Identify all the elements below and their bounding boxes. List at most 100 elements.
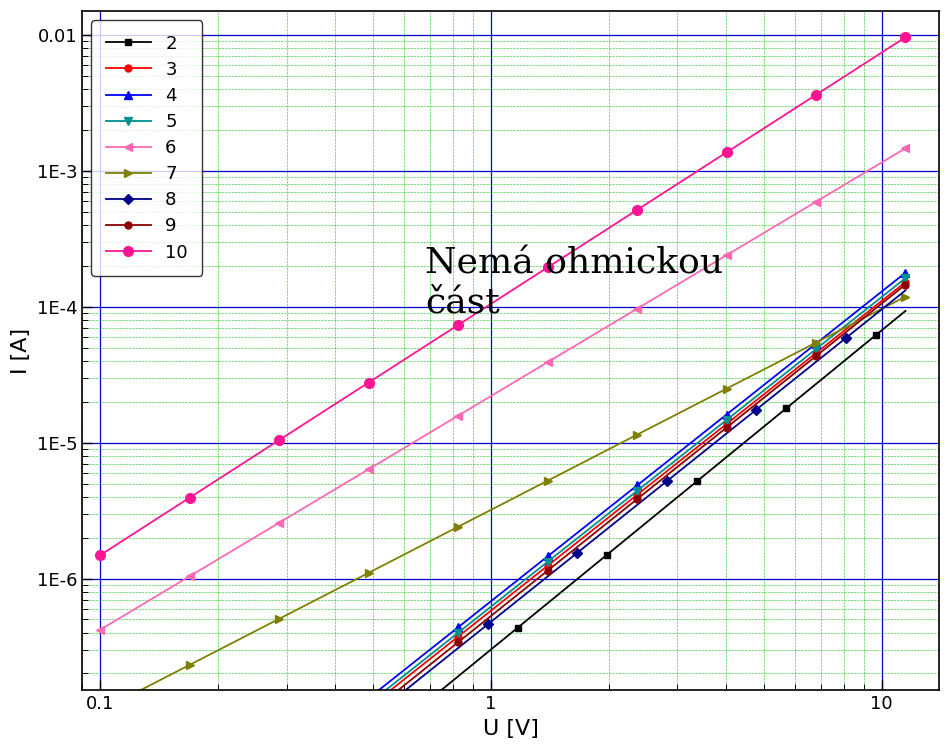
4 [363,694,374,703]
4 [452,622,464,632]
8 [632,500,643,509]
8 [900,286,911,295]
7 [94,706,105,716]
2 [721,452,732,461]
8 [542,572,553,581]
7 [721,384,732,393]
9 [900,280,911,289]
Line: 3: 3 [365,278,909,711]
4 [542,552,553,561]
7 [214,645,225,654]
6 [691,268,702,278]
7 [900,292,911,301]
8 [392,692,404,700]
7 [781,353,792,362]
2 [840,356,851,364]
8 [572,548,583,557]
6 [750,233,762,242]
2 [632,526,643,535]
5 [632,487,643,496]
Line: 2: 2 [425,308,909,704]
8 [452,644,464,652]
8 [781,381,792,390]
10 [274,436,285,445]
3 [661,466,673,476]
6 [94,626,105,634]
Y-axis label: I [A]: I [A] [11,328,31,374]
2 [601,550,613,559]
9 [542,566,553,575]
10 [303,416,314,425]
4 [870,292,882,301]
2 [452,672,464,681]
7 [512,491,523,500]
5 [661,463,673,472]
6 [483,394,494,403]
5 [810,344,822,353]
7 [452,522,464,531]
2 [691,477,702,486]
10 [423,340,434,349]
3 [691,443,702,452]
8 [840,334,851,343]
3 [363,704,374,712]
6 [601,322,613,331]
6 [243,536,255,545]
5 [363,699,374,708]
6 [542,358,553,367]
5 [840,321,851,330]
7 [870,308,882,316]
9 [452,638,464,646]
10 [781,110,792,118]
3 [512,585,523,594]
10 [750,129,762,138]
6 [900,144,911,153]
5 [781,368,792,377]
7 [572,461,583,470]
6 [333,483,345,492]
6 [840,179,851,188]
7 [601,446,613,454]
3 [483,608,494,617]
10 [632,206,643,214]
3 [542,561,553,570]
Text: Nemá ohmickou
část: Nemá ohmickou část [425,246,723,320]
2 [750,428,762,437]
7 [243,630,255,639]
7 [124,692,136,700]
7 [363,568,374,578]
10 [810,90,822,99]
7 [303,599,314,608]
5 [512,581,523,590]
2 [483,647,494,656]
7 [184,661,196,670]
6 [810,197,822,206]
Line: 5: 5 [365,274,910,708]
9 [512,590,523,599]
4 [721,410,732,419]
7 [750,369,762,378]
6 [214,554,225,563]
9 [392,686,404,694]
9 [840,328,851,337]
4 [572,528,583,537]
5 [483,604,494,613]
9 [721,423,732,432]
4 [392,670,404,680]
3 [452,632,464,641]
6 [363,465,374,474]
6 [184,572,196,580]
6 [423,429,434,438]
2 [870,331,882,340]
4 [661,458,673,466]
7 [661,415,673,424]
4 [840,316,851,325]
10 [392,359,404,368]
7 [392,553,404,562]
5 [900,274,911,283]
8 [721,429,732,438]
3 [900,278,911,286]
3 [392,680,404,688]
10 [721,148,732,157]
3 [781,372,792,381]
